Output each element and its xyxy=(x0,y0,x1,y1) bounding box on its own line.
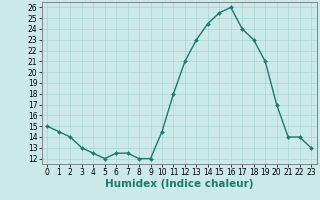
X-axis label: Humidex (Indice chaleur): Humidex (Indice chaleur) xyxy=(105,179,253,189)
